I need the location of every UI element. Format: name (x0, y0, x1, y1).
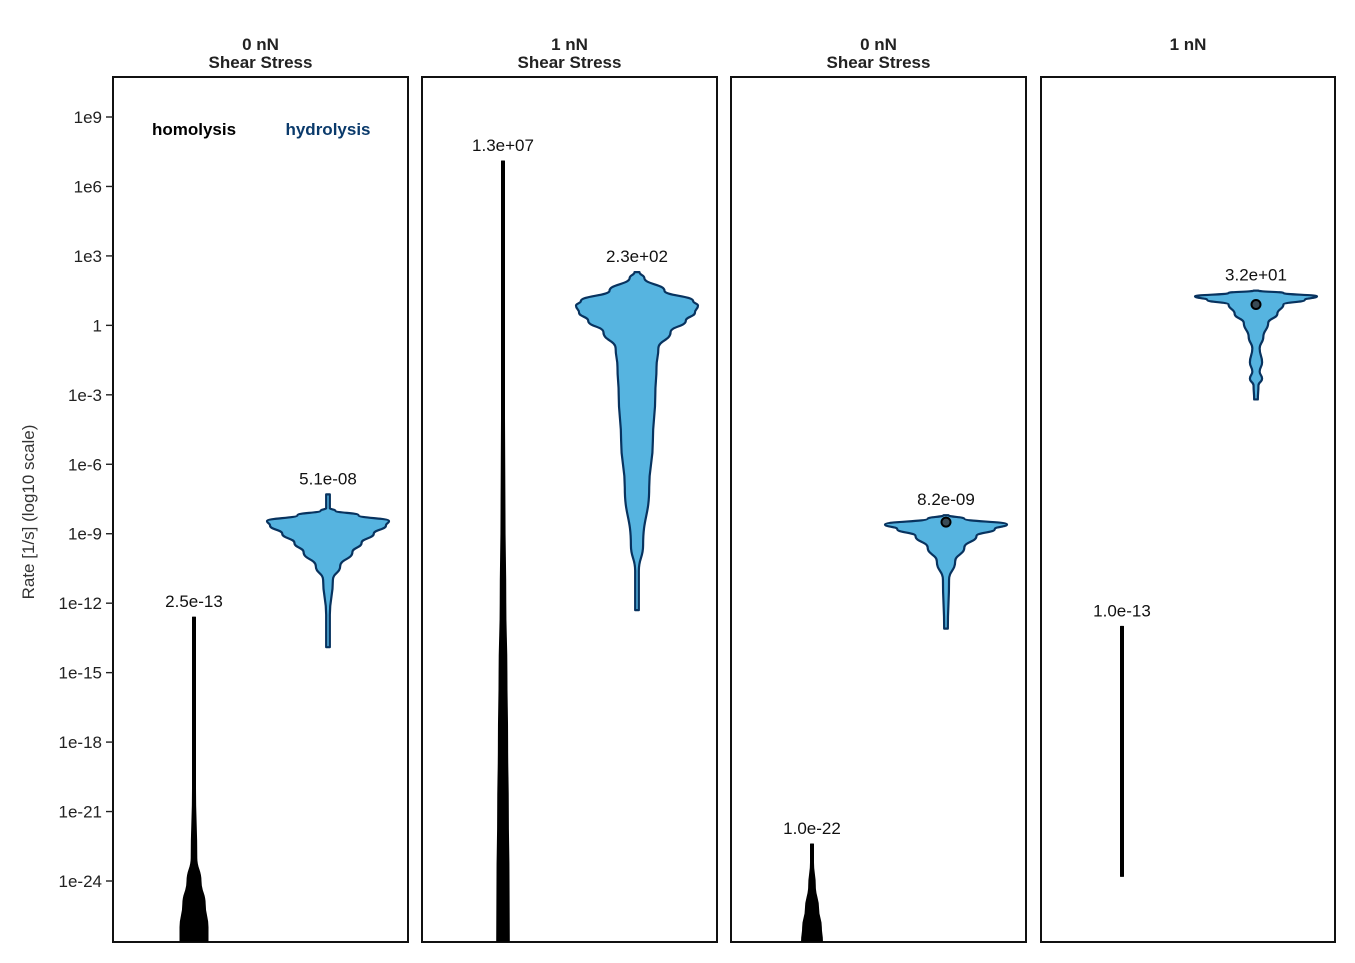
y-tick-label: 1 (93, 316, 102, 335)
legend-homolysis: homolysis (152, 120, 236, 139)
violin-max-label: 5.1e-08 (299, 469, 357, 488)
y-tick-label: 1e9 (74, 108, 102, 127)
violin-homolysis (496, 160, 510, 942)
panel-frame (730, 76, 1027, 943)
violin-max-label: 2.3e+02 (606, 247, 668, 266)
violins (179, 160, 1319, 942)
panel-title-stress: Shear Stress (209, 53, 313, 72)
y-tick-label: 1e3 (74, 247, 102, 266)
violin-homolysis (179, 616, 209, 942)
median-marker (1250, 299, 1262, 311)
panel-title-stress: Shear Stress (827, 53, 931, 72)
panel-title-force: 1 nN (551, 35, 588, 54)
y-tick-label: 1e6 (74, 177, 102, 196)
violin-max-label: 1.0e-13 (1093, 601, 1151, 620)
y-tick-label: 1e-24 (59, 872, 102, 891)
panel-title-stress: Shear Stress (518, 53, 622, 72)
y-axis-label: Rate [1/s] (log10 scale) (19, 425, 38, 600)
violin-max-label: 2.5e-13 (165, 592, 223, 611)
y-tick-label: 1e-3 (68, 386, 102, 405)
violin-max-label: 8.2e-09 (917, 490, 975, 509)
y-axis: 1e9 1e6 1e3 1 1e-3 1e-6 1e-9 1e-12 1e-15 1e-18 1e-… (59, 108, 113, 891)
y-tick-label: 1e-21 (59, 803, 102, 822)
y-tick-label: 1e-12 (59, 594, 102, 613)
y-tick-label: 1e-18 (59, 733, 102, 752)
violin-max-label: 3.2e+01 (1225, 266, 1287, 285)
violin-max-label: 1.3e+07 (472, 136, 534, 155)
value-labels: 2.5e-13 5.1e-08 1.3e+07 2.3e+02 1.0e-22 8.2e-… (165, 136, 1287, 838)
panel-title-force: 0 nN (860, 35, 897, 54)
violin-homolysis (1120, 625, 1124, 877)
y-tick-label: 1e-6 (68, 455, 102, 474)
violin-hydrolysis (883, 514, 1009, 630)
panel-title-force: 0 nN (242, 35, 279, 54)
median-marker (940, 516, 952, 528)
y-tick-label: 1e-9 (68, 525, 102, 544)
panel-frames (112, 76, 1336, 943)
legend: homolysis hydrolysis (152, 120, 371, 139)
violin-hydrolysis (265, 493, 391, 649)
violin-max-label: 1.0e-22 (783, 819, 841, 838)
panel-frame (112, 76, 409, 943)
panel-title-force: 1 nN (1170, 35, 1207, 54)
panel-frame (421, 76, 718, 943)
legend-hydrolysis: hydrolysis (285, 120, 370, 139)
panel-frame (1040, 76, 1336, 943)
y-tick-label: 1e-15 (59, 664, 102, 683)
violin-homolysis (801, 843, 823, 942)
violin-hydrolysis (1193, 289, 1319, 401)
violin-hydrolysis (574, 271, 700, 612)
